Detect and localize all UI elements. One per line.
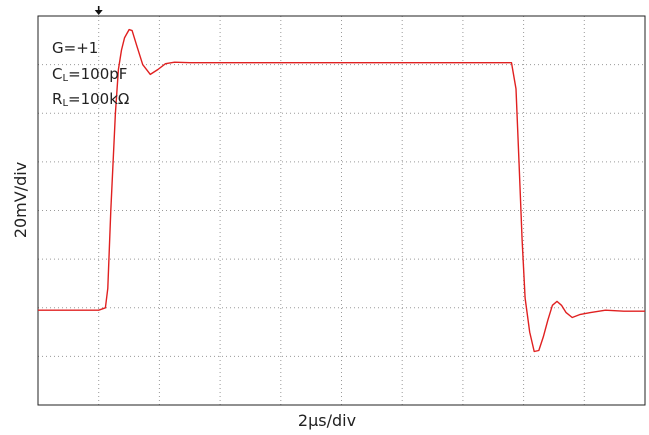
load-resistance-annotation: RL=100kΩ	[52, 90, 129, 109]
signal-trace	[38, 28, 645, 353]
rl-symbol: R	[52, 90, 62, 108]
rl-subscript: L	[62, 98, 68, 109]
rl-value: =100kΩ	[68, 90, 129, 108]
x-axis-label: 2µs/div	[298, 411, 356, 430]
cl-subscript: L	[62, 73, 68, 84]
load-capacitance-annotation: CL=100pF	[52, 65, 127, 84]
grid	[38, 16, 645, 405]
gain-annotation: G=+1	[52, 39, 98, 57]
trace-layer	[38, 28, 645, 353]
plot-frame	[37, 15, 646, 406]
y-axis-label: 20mV/div	[11, 162, 30, 238]
cl-value: =100pF	[68, 65, 127, 83]
cl-symbol: C	[52, 65, 62, 83]
trigger-marker-icon	[94, 6, 103, 15]
